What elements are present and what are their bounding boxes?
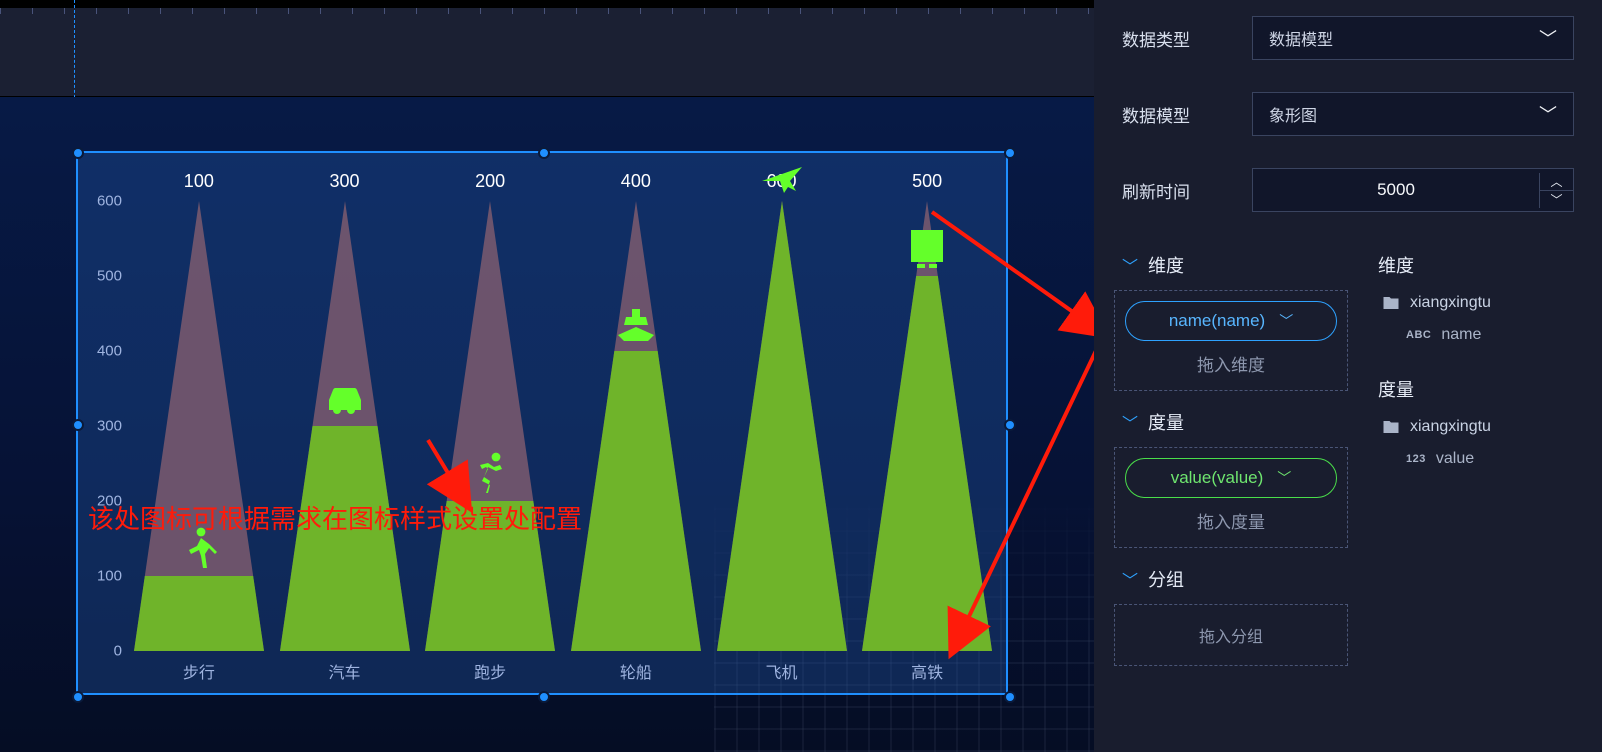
label-data-model: 数据模型 [1122,102,1252,127]
annotation-text: 该处图标可根据需求在图标样式设置处配置 [88,499,582,536]
plane-icon [758,149,806,197]
pictorial-bar: 400 [571,201,701,651]
input-refresh-time[interactable]: 5000 ︿ ﹀ [1252,168,1574,212]
input-value: 5000 [1253,180,1539,200]
tree-root-label: xiangxingtu [1410,294,1491,312]
tree-root-label: xiangxingtu [1410,418,1491,436]
bar-value-label: 100 [184,171,214,192]
pill-label: value(value) [1171,468,1264,488]
dropzone-hint: 拖入维度 [1125,341,1337,380]
x-tick-label: 飞机 [765,659,797,683]
section-label: 分组 [1148,566,1184,592]
dropzone-measure[interactable]: value(value) ﹀ 拖入度量 [1114,447,1348,548]
section-header-group[interactable]: ﹀ 分组 [1114,552,1348,604]
ship-icon [612,299,660,347]
row-data-type: 数据类型 数据模型 ﹀ [1094,0,1602,76]
chevron-down-icon: ﹀ [1539,25,1557,51]
dropzone-hint: 拖入度量 [1125,498,1337,537]
step-up-icon[interactable]: ︿ [1540,173,1573,191]
type-123-icon: 123 [1406,453,1426,465]
properties-panel: 数据类型 数据模型 ﹀ 数据模型 象形图 ﹀ 刷新时间 5000 ︿ ﹀ ﹀ 维… [1094,0,1602,752]
select-value: 数据模型 [1269,26,1333,50]
dropzone-group[interactable]: 拖入分组 [1114,604,1348,666]
number-stepper[interactable]: ︿ ﹀ [1539,173,1573,208]
section-label: 度量 [1148,409,1184,435]
selection-handle[interactable] [1004,691,1016,703]
pill-measure[interactable]: value(value) ﹀ [1125,458,1337,498]
section-label: 维度 [1148,252,1184,278]
pill-dimension[interactable]: name(name) ﹀ [1125,301,1337,341]
run-icon [466,449,514,497]
bar-value-label: 200 [475,171,505,192]
bar-value-label: 500 [912,171,942,192]
pictorial-bar: 100 [134,201,264,651]
row-refresh-time: 刷新时间 5000 ︿ ﹀ [1094,152,1602,228]
pictorial-bar: 600 [717,201,847,651]
select-value: 象形图 [1269,102,1317,126]
folder-icon [1382,294,1400,312]
x-tick-label: 步行 [183,659,215,683]
row-data-model: 数据模型 象形图 ﹀ [1094,76,1602,152]
y-tick-label: 300 [82,418,122,435]
tree-item-name[interactable]: ABC name [1370,318,1582,352]
chevron-down-icon: ﹀ [1279,311,1293,331]
selection-handle[interactable] [1004,147,1016,159]
pictorial-bar: 200 [425,201,555,651]
chevron-down-icon: ﹀ [1539,101,1557,127]
y-tick-label: 400 [82,343,122,360]
label-refresh-time: 刷新时间 [1122,178,1252,203]
y-tick-label: 600 [82,193,122,210]
tree-item-value[interactable]: 123 value [1370,442,1582,476]
pictorial-bar: 300 [280,201,410,651]
y-tick-label: 0 [82,643,122,660]
dropzone-dimension[interactable]: name(name) ﹀ 拖入维度 [1114,290,1348,391]
train-icon [903,224,951,272]
tree-item-label: value [1436,450,1474,468]
canvas-stage[interactable]: 0100200300400500600100300200400600500 步行… [0,97,1094,752]
tree-header-measure: 度量 [1370,362,1582,412]
x-tick-label: 高铁 [911,659,943,683]
y-tick-label: 500 [82,268,122,285]
y-tick-label: 100 [82,568,122,585]
section-header-measure[interactable]: ﹀ 度量 [1114,395,1348,447]
chevron-down-icon: ﹀ [1122,253,1138,277]
dropzone-hint: 拖入分组 [1199,629,1263,646]
tree-root-dimension[interactable]: xiangxingtu [1370,288,1582,318]
x-tick-label: 轮船 [620,659,652,683]
x-tick-label: 跑步 [474,659,506,683]
select-data-model[interactable]: 象形图 ﹀ [1252,92,1574,136]
canvas-ruler [0,0,1094,97]
tree-header-dimension: 维度 [1370,238,1582,288]
select-data-type[interactable]: 数据模型 ﹀ [1252,16,1574,60]
pill-label: name(name) [1169,311,1265,331]
folder-icon [1382,418,1400,436]
pictorial-bar-chart[interactable]: 0100200300400500600100300200400600500 步行… [82,147,1000,707]
x-tick-label: 汽车 [328,659,360,683]
tree-item-label: name [1441,326,1481,344]
selection-handle[interactable] [1004,419,1016,431]
chevron-down-icon: ﹀ [1122,410,1138,434]
tree-root-measure[interactable]: xiangxingtu [1370,412,1582,442]
bar-value-label: 300 [329,171,359,192]
label-data-type: 数据类型 [1122,26,1252,51]
type-abc-icon: ABC [1406,329,1431,341]
step-down-icon[interactable]: ﹀ [1540,191,1573,208]
chevron-down-icon: ﹀ [1277,468,1291,488]
bar-value-label: 400 [621,171,651,192]
car-icon [321,374,369,422]
section-header-dimension[interactable]: ﹀ 维度 [1114,238,1348,290]
pictorial-bar: 500 [862,201,992,651]
chevron-down-icon: ﹀ [1122,567,1138,591]
